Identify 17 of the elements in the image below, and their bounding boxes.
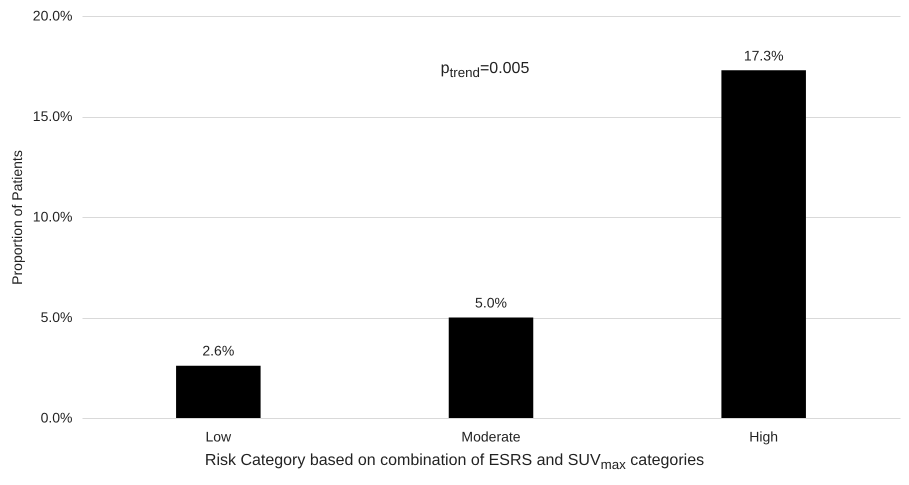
data-label: 17.3% (744, 47, 784, 64)
x-tick-label: High (749, 428, 778, 444)
y-axis-title: Proportion of Patients (8, 150, 25, 285)
y-tick-label: 10.0% (32, 208, 72, 224)
data-label: 5.0% (475, 294, 507, 310)
y-tick-label: 20.0% (32, 8, 72, 24)
bar (721, 70, 806, 418)
y-tick-label: 0.0% (40, 410, 72, 426)
x-tick-label: Moderate (461, 428, 521, 444)
x-tick-label: Low (205, 428, 232, 444)
bar (176, 366, 261, 418)
bar (448, 318, 534, 418)
data-label: 2.6% (202, 342, 234, 359)
annotation: p$_{trend}$=0.005 (440, 60, 530, 80)
x-axis-title: Risk Category based on combination of ESRS and SUV$_{max}$ categories (204, 452, 706, 472)
y-tick-label: 15.0% (32, 108, 72, 124)
y-tick-label: 5.0% (40, 309, 72, 325)
